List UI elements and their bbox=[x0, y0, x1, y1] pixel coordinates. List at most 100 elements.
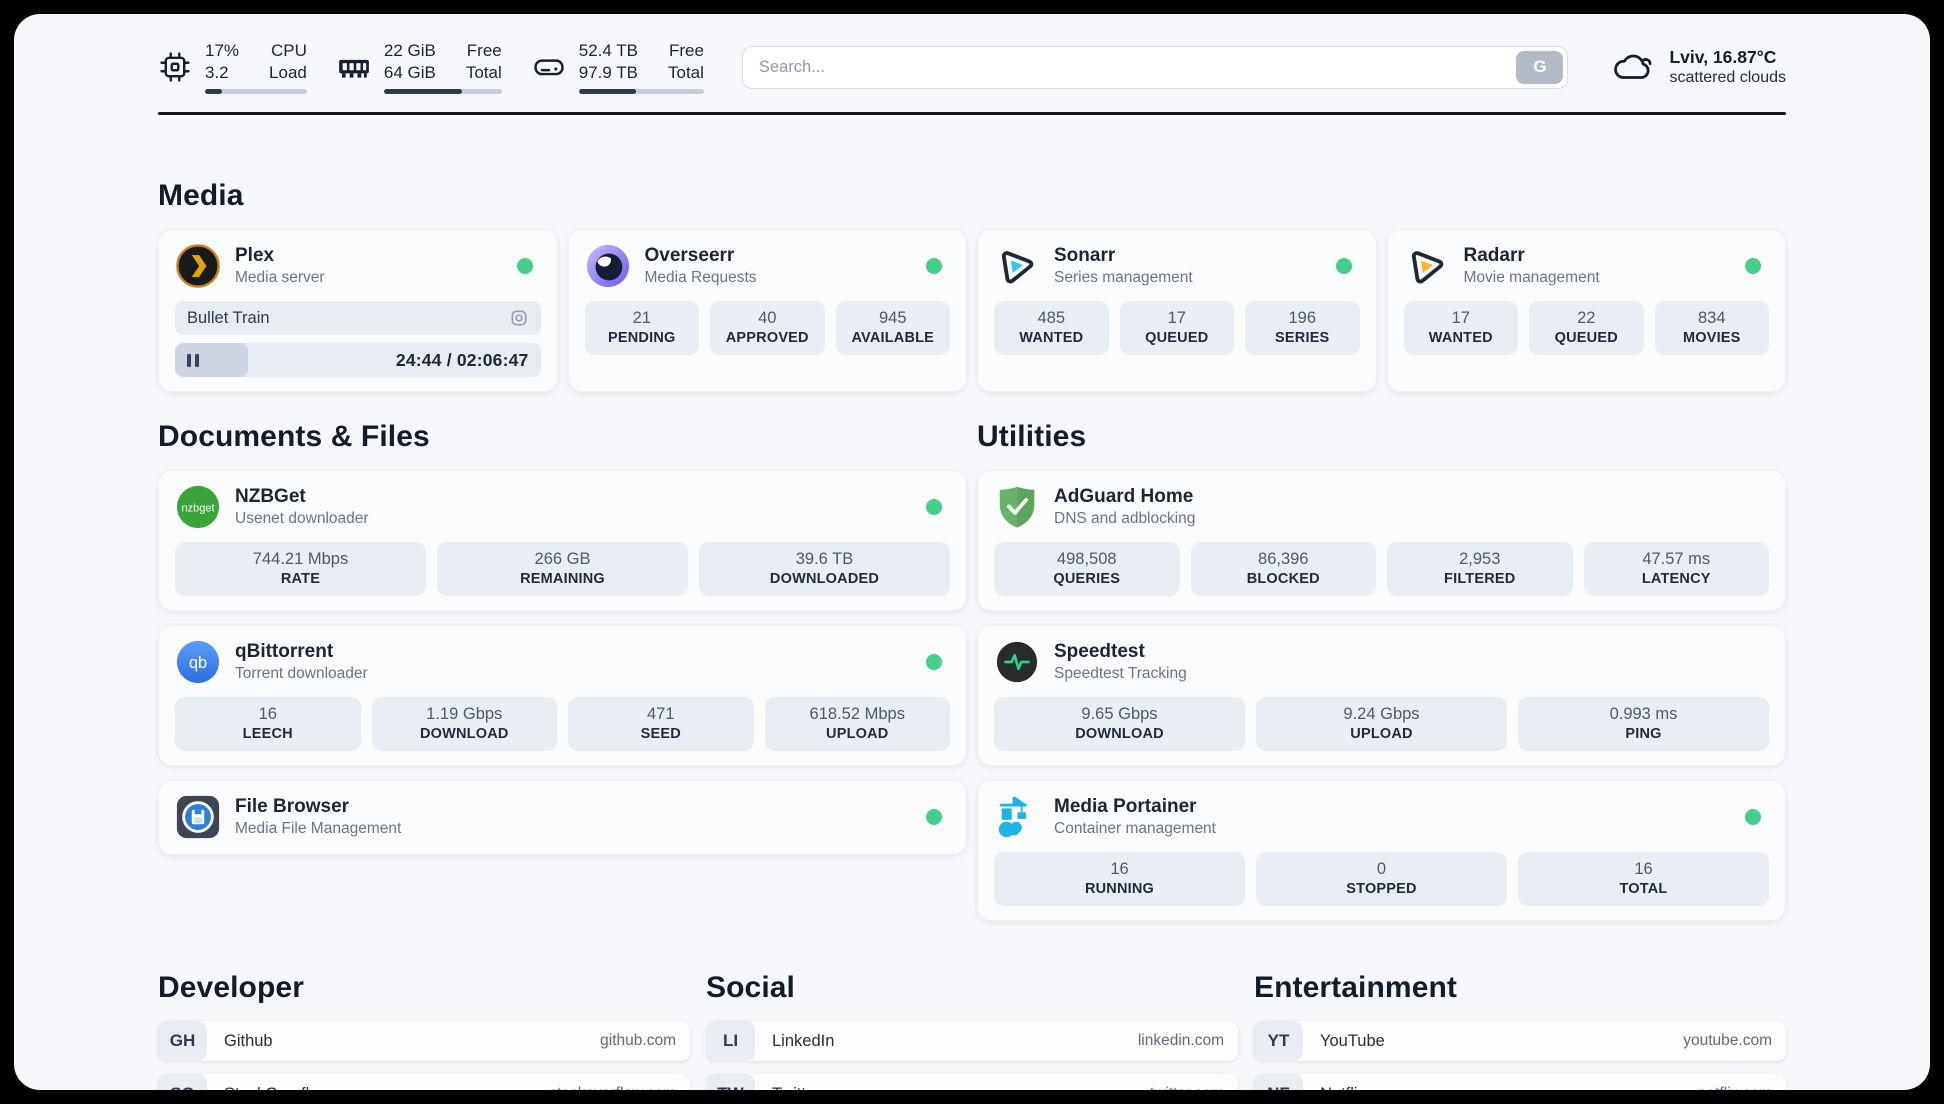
ram-progress-bar bbox=[383, 89, 502, 95]
cpu-stat: 17% CPU 3.2 Load bbox=[158, 40, 307, 95]
stat-label: PING bbox=[1625, 726, 1662, 742]
stat-box: 471 SEED bbox=[568, 697, 754, 751]
stat-value: 485 bbox=[1037, 309, 1066, 327]
stat-label: STOPPED bbox=[1346, 881, 1417, 897]
pause-icon[interactable] bbox=[186, 353, 200, 368]
app-card-nzbget[interactable]: nzbget NZBGet Usenet downloader 744.21 M… bbox=[158, 470, 967, 611]
bookmark-domain: github.com bbox=[600, 1032, 676, 1049]
stat-box: 16 TOTAL bbox=[1518, 852, 1769, 906]
app-card-file-browser[interactable]: File Browser Media File Management bbox=[158, 780, 967, 855]
section-title-entertainment: Entertainment bbox=[1254, 971, 1457, 1004]
stat-label: MOVIES bbox=[1682, 330, 1741, 346]
disk-total-label: Total bbox=[668, 63, 704, 82]
cloud-icon bbox=[1612, 50, 1656, 84]
app-card-overseerr[interactable]: Overseerr Media Requests 21 PENDING 40 A… bbox=[567, 229, 967, 392]
app-name: Overseerr bbox=[644, 245, 735, 266]
app-card-plex[interactable]: Plex Media server Bullet Train bbox=[158, 229, 558, 392]
stat-value: 22 bbox=[1577, 309, 1596, 327]
stat-box: 40 APPROVED bbox=[710, 301, 825, 355]
bookmark-abbr: TW bbox=[706, 1074, 755, 1090]
stat-label: DOWNLOAD bbox=[1075, 726, 1164, 742]
disk-free-label: Free bbox=[668, 40, 704, 60]
top-bar: 17% CPU 3.2 Load bbox=[158, 36, 1786, 98]
bookmark-twitter[interactable]: TW Twitter twitter.com bbox=[706, 1074, 1238, 1090]
search-input[interactable] bbox=[741, 45, 1569, 89]
svg-text:nzbget: nzbget bbox=[181, 502, 214, 514]
stat-value: 47.57 ms bbox=[1642, 550, 1711, 568]
status-dot bbox=[1745, 809, 1761, 825]
app-name: Plex bbox=[235, 245, 275, 266]
bookmark-netflix[interactable]: NF Netflix netflix.com bbox=[1254, 1074, 1786, 1090]
app-name: Speedtest bbox=[1054, 641, 1145, 662]
stat-value: 86,396 bbox=[1258, 550, 1309, 568]
app-card-media-portainer[interactable]: Media Portainer Container management 16 … bbox=[977, 780, 1786, 921]
weather-location-temp: Lviv, 16.87°C bbox=[1669, 47, 1777, 67]
stat-box: 9.24 Gbps UPLOAD bbox=[1256, 697, 1507, 751]
bookmark-abbr: NF bbox=[1254, 1074, 1303, 1090]
stat-label: PENDING bbox=[608, 330, 676, 346]
documents-column: Documents & Files nzbget NZBGet Usenet d… bbox=[158, 420, 967, 855]
stat-box: 945 AVAILABLE bbox=[835, 301, 950, 355]
app-card-qbittorrent[interactable]: qb qBittorrent Torrent downloader 16 LEE… bbox=[158, 625, 967, 766]
stat-label: SERIES bbox=[1275, 330, 1330, 346]
disk-stat: 52.4 TB Free 97.9 TB Total bbox=[532, 40, 704, 95]
app-name: NZBGet bbox=[235, 486, 306, 507]
adguard-icon bbox=[994, 484, 1040, 530]
player-time: 24:44 / 02:06:47 bbox=[395, 349, 529, 370]
bookmark-name: Github bbox=[224, 1031, 273, 1050]
app-subtitle: Movie management bbox=[1463, 269, 1600, 286]
app-name: Sonarr bbox=[1054, 245, 1116, 266]
stat-value: 0.993 ms bbox=[1609, 705, 1678, 723]
bookmark-stackoverflow[interactable]: SO StackOverflow stackoverflow.com bbox=[158, 1074, 690, 1090]
stat-value: 16 bbox=[1634, 860, 1653, 878]
overseerr-icon bbox=[585, 243, 631, 289]
stat-value: 266 GB bbox=[534, 550, 591, 568]
section-title-utilities: Utilities bbox=[977, 420, 1087, 453]
bookmark-linkedin[interactable]: LI LinkedIn linkedin.com bbox=[706, 1021, 1238, 1061]
stat-label: REMAINING bbox=[520, 571, 605, 587]
cpu-load-label: Load bbox=[269, 63, 307, 82]
player-progress-row[interactable]: 24:44 / 02:06:47 bbox=[175, 343, 541, 377]
stat-value: 16 bbox=[1110, 860, 1129, 878]
status-dot bbox=[1745, 258, 1761, 274]
app-name: Radarr bbox=[1463, 245, 1525, 266]
stat-label: APPROVED bbox=[725, 330, 809, 346]
stat-label: FILTERED bbox=[1444, 571, 1516, 587]
stat-value: 21 bbox=[632, 309, 651, 327]
bookmark-name: Netflix bbox=[1320, 1085, 1366, 1091]
disk-icon bbox=[532, 50, 566, 84]
camera-icon bbox=[509, 308, 529, 328]
bookmark-domain: stackoverflow.com bbox=[549, 1085, 676, 1090]
app-card-radarr[interactable]: Radarr Movie management 17 WANTED 22 QUE… bbox=[1386, 229, 1786, 392]
app-card-speedtest[interactable]: Speedtest Speedtest Tracking 9.65 Gbps D… bbox=[977, 625, 1786, 766]
weather-widget: Lviv, 16.87°C scattered clouds bbox=[1612, 47, 1786, 87]
bookmark-domain: twitter.com bbox=[1150, 1085, 1224, 1090]
bookmark-abbr: YT bbox=[1254, 1021, 1303, 1061]
app-subtitle: Speedtest Tracking bbox=[1054, 665, 1187, 682]
disk-progress-bar bbox=[578, 89, 704, 95]
stat-box: 17 WANTED bbox=[1403, 301, 1518, 355]
bookmark-domain: linkedin.com bbox=[1137, 1032, 1224, 1049]
stat-box: 834 MOVIES bbox=[1654, 301, 1769, 355]
bookmark-youtube[interactable]: YT YouTube youtube.com bbox=[1254, 1021, 1786, 1061]
bookmark-domain: youtube.com bbox=[1683, 1032, 1772, 1049]
search-engine-button[interactable]: G bbox=[1516, 50, 1564, 84]
stat-label: WANTED bbox=[1019, 330, 1084, 346]
file-browser-icon bbox=[175, 794, 221, 840]
stat-value: 40 bbox=[758, 309, 777, 327]
bookmark-name: YouTube bbox=[1320, 1031, 1385, 1050]
app-card-adguard-home[interactable]: AdGuard Home DNS and adblocking 498,508 … bbox=[977, 470, 1786, 611]
stat-label: DOWNLOAD bbox=[419, 726, 509, 742]
stat-box: 196 SERIES bbox=[1245, 301, 1360, 355]
app-card-sonarr[interactable]: Sonarr Series management 485 WANTED 17 Q… bbox=[977, 229, 1377, 392]
cpu-usage-label: CPU bbox=[270, 40, 307, 60]
bookmark-column-entertainment: Entertainment YT YouTube youtube.com NF … bbox=[1254, 971, 1786, 1090]
stat-value: 39.6 TB bbox=[795, 550, 854, 568]
bookmark-github[interactable]: GH Github github.com bbox=[158, 1021, 690, 1061]
now-playing-title: Bullet Train bbox=[187, 308, 270, 327]
ram-stat: 22 GiB Free 64 GiB Total bbox=[337, 40, 502, 95]
stat-value: 1.19 Gbps bbox=[426, 705, 503, 723]
stat-box: 86,396 BLOCKED bbox=[1190, 542, 1376, 596]
plex-icon bbox=[175, 243, 221, 289]
bookmark-abbr: SO bbox=[158, 1074, 207, 1090]
